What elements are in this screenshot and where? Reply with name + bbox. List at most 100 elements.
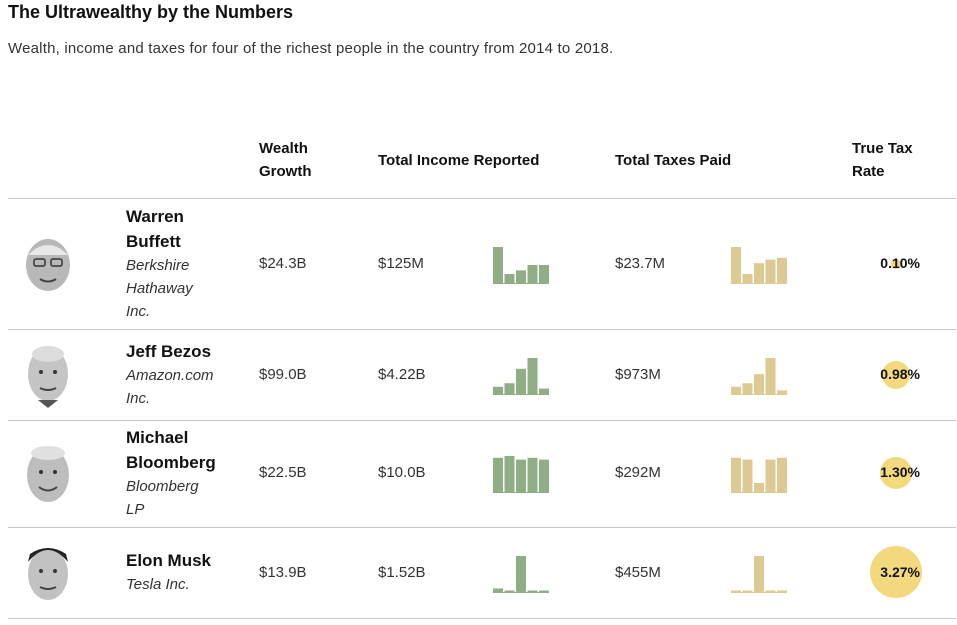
company-name: Tesla Inc. bbox=[126, 576, 190, 593]
income-sparkline-bar bbox=[493, 588, 503, 592]
taxes-sparkline-bar bbox=[765, 358, 776, 394]
person-portrait bbox=[28, 548, 68, 600]
header-rate-line1: True Tax bbox=[852, 140, 913, 157]
taxes-sparkline bbox=[731, 247, 787, 284]
taxes-sparkline-bar bbox=[777, 590, 787, 592]
taxes-sparkline-bar bbox=[742, 274, 753, 283]
income-sparkline-bar bbox=[539, 265, 549, 283]
header-taxes: Total Taxes Paid bbox=[615, 152, 732, 169]
company-line2: Inc. bbox=[126, 390, 151, 407]
income-sparkline-bar bbox=[504, 383, 515, 394]
income-sparkline-bar bbox=[504, 274, 515, 283]
wealth-growth-value: $22.5B bbox=[259, 464, 307, 481]
wealth-growth-value: $13.9B bbox=[259, 564, 307, 581]
page-subtitle: Wealth, income and taxes for four of the… bbox=[8, 40, 614, 57]
taxes-sparkline bbox=[731, 358, 787, 395]
row-divider bbox=[8, 420, 956, 421]
income-sparkline-bar bbox=[504, 590, 515, 592]
header-wealth-growth: Wealth Growth bbox=[259, 137, 312, 183]
person-portrait bbox=[28, 346, 68, 408]
tax-rate-value: 1.30% bbox=[880, 464, 920, 480]
taxes-sparkline-bar bbox=[765, 259, 776, 283]
wealth-growth-value: $99.0B bbox=[259, 366, 307, 383]
company-line2: Hathaway bbox=[126, 280, 193, 297]
income-sparkline-bar bbox=[516, 459, 526, 492]
taxes-sparkline-bar bbox=[742, 590, 753, 592]
taxes-value: $973M bbox=[615, 366, 661, 383]
income-sparkline-bar bbox=[539, 590, 549, 592]
taxes-sparkline-bar bbox=[765, 459, 776, 492]
taxes-sparkline-bar bbox=[731, 590, 741, 592]
person-name-line1: Warren bbox=[126, 207, 184, 226]
wealth-growth-value: $24.3B bbox=[259, 255, 307, 272]
taxes-sparkline-bar bbox=[754, 556, 764, 592]
income-sparkline-bar bbox=[539, 459, 549, 492]
income-sparkline-bar bbox=[493, 457, 503, 492]
taxes-sparkline bbox=[731, 556, 787, 593]
income-sparkline bbox=[493, 456, 549, 493]
tax-rate-cell: 0.98% bbox=[860, 345, 930, 405]
company-name: Bloomberg LP bbox=[126, 475, 199, 521]
income-sparkline bbox=[493, 556, 549, 593]
taxes-sparkline-bar bbox=[754, 263, 764, 283]
income-sparkline bbox=[493, 247, 549, 284]
taxes-sparkline bbox=[731, 457, 787, 493]
income-value: $1.52B bbox=[378, 564, 426, 581]
taxes-sparkline-bar bbox=[731, 457, 741, 492]
taxes-sparkline-bar bbox=[742, 459, 753, 492]
tax-rate-circle bbox=[870, 546, 922, 598]
income-sparkline-bar bbox=[527, 590, 538, 592]
income-sparkline-bar bbox=[516, 270, 526, 283]
header-wealth-line1: Wealth bbox=[259, 140, 308, 157]
taxes-value: $23.7M bbox=[615, 255, 666, 272]
taxes-sparkline-bar bbox=[731, 386, 741, 394]
person-name: Jeff Bezos bbox=[126, 342, 212, 361]
row-divider bbox=[8, 527, 956, 528]
taxes-sparkline-bar bbox=[777, 257, 787, 283]
income-sparkline-bar bbox=[493, 386, 503, 394]
person-name: Elon Musk bbox=[126, 551, 212, 570]
income-sparkline-bar bbox=[493, 247, 503, 283]
person-portrait bbox=[27, 446, 69, 502]
person-name-line2: Bloomberg bbox=[126, 453, 216, 472]
taxes-value: $455M bbox=[615, 564, 661, 581]
table-row-buffett: Warren Buffett Berkshire Hathaway Inc. $… bbox=[0, 199, 957, 329]
tax-rate-circle bbox=[879, 456, 913, 490]
taxes-sparkline-bar bbox=[777, 457, 787, 492]
income-sparkline-bar bbox=[516, 556, 526, 592]
tax-rate-cell: 0.10% bbox=[860, 234, 930, 294]
company-line3: Inc. bbox=[126, 303, 151, 320]
person-name: Warren Buffett bbox=[126, 204, 184, 254]
taxes-sparkline-bar bbox=[754, 483, 764, 492]
header-wealth-line2: Growth bbox=[259, 163, 312, 180]
taxes-sparkline-bar bbox=[777, 390, 787, 394]
income-sparkline-bar bbox=[527, 265, 538, 283]
row-divider bbox=[8, 618, 956, 619]
tax-rate-value: 0.10% bbox=[880, 255, 920, 271]
tax-rate-cell: 3.27% bbox=[860, 542, 930, 602]
company-line1: Bloomberg bbox=[126, 478, 199, 495]
income-sparkline-bar bbox=[516, 368, 526, 394]
person-name-line1: Michael bbox=[126, 428, 189, 447]
income-value: $10.0B bbox=[378, 464, 426, 481]
income-sparkline-bar bbox=[527, 358, 538, 394]
income-sparkline bbox=[493, 358, 549, 395]
row-divider bbox=[8, 198, 956, 199]
tax-rate-value: 0.98% bbox=[880, 366, 920, 382]
table-row-musk: Elon Musk Tesla Inc. $13.9B $1.52B $455M… bbox=[0, 528, 957, 618]
page-title: The Ultrawealthy by the Numbers bbox=[8, 2, 294, 22]
header-rate-line2: Rate bbox=[852, 163, 885, 180]
person-name-line2: Buffett bbox=[126, 232, 181, 251]
company-line1: Amazon.com bbox=[126, 367, 214, 384]
tax-rate-cell: 1.30% bbox=[860, 443, 930, 503]
income-value: $4.22B bbox=[378, 366, 426, 383]
company-line1: Berkshire bbox=[126, 257, 190, 274]
income-sparkline-bar bbox=[504, 456, 515, 492]
person-portrait bbox=[26, 239, 70, 291]
header-income: Total Income Reported bbox=[378, 152, 540, 169]
taxes-sparkline-bar bbox=[765, 590, 776, 592]
company-line2: LP bbox=[126, 501, 145, 518]
taxes-value: $292M bbox=[615, 464, 661, 481]
income-sparkline-bar bbox=[527, 457, 538, 492]
table-row-bloomberg: Michael Bloomberg Bloomberg LP $22.5B $1… bbox=[0, 421, 957, 527]
